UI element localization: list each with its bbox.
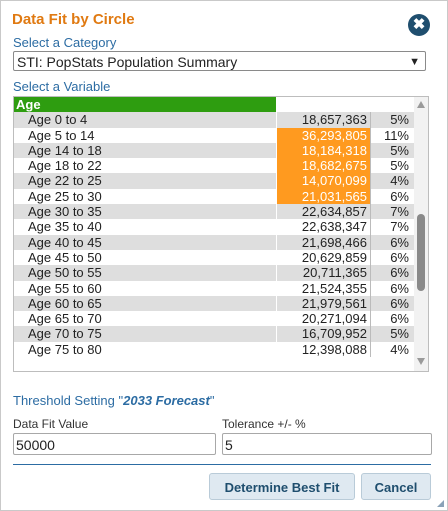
row-value: 21,979,561 — [276, 295, 370, 312]
row-value: 18,657,363 — [276, 112, 370, 128]
row-percent: 5% — [370, 326, 414, 342]
threshold-suffix: " — [209, 393, 215, 408]
category-label: Select a Category — [13, 35, 117, 50]
table-row[interactable]: Age 75 to 80 12,398,088 4% — [14, 341, 414, 358]
row-value: 22,638,347 — [276, 219, 370, 235]
table-row[interactable]: Age 65 to 70 20,271,094 6% — [14, 311, 414, 327]
variable-grid: Age Age 0 to 4 18,657,363 5% Age 5 to 14 36,… — [14, 97, 414, 358]
resize-handle-icon[interactable] — [437, 500, 444, 507]
row-percent: 5% — [370, 112, 414, 128]
divider — [13, 464, 431, 465]
group-header-row[interactable]: Age — [14, 97, 414, 112]
scroll-up-icon[interactable] — [417, 101, 425, 108]
row-label: Age 35 to 40 — [28, 219, 102, 235]
row-label: Age 45 to 50 — [28, 249, 102, 265]
table-row[interactable]: Age 25 to 30 21,031,565 6% — [14, 188, 414, 205]
table-row[interactable]: Age 18 to 22 18,682,675 5% — [14, 158, 414, 174]
row-label: Age 14 to 18 — [28, 142, 102, 158]
row-value: 18,184,318 — [276, 142, 370, 159]
row-value: 21,698,466 — [276, 234, 370, 250]
row-value: 12,398,088 — [276, 341, 370, 358]
row-label: Age 55 to 60 — [28, 280, 102, 296]
chevron-down-icon: ▼ — [409, 56, 420, 68]
table-row[interactable]: Age 30 to 35 22,634,857 7% — [14, 204, 414, 220]
row-label: Age 75 to 80 — [28, 341, 102, 357]
cancel-button[interactable]: Cancel — [361, 473, 431, 500]
table-row[interactable]: Age 45 to 50 20,629,859 6% — [14, 249, 414, 266]
table-row[interactable]: Age 60 to 65 21,979,561 6% — [14, 295, 414, 312]
row-value: 21,031,565 — [276, 188, 370, 205]
row-value: 20,271,094 — [276, 311, 370, 327]
table-row[interactable]: Age 50 to 55 20,711,365 6% — [14, 265, 414, 281]
table-row[interactable]: Age 35 to 40 22,638,347 7% — [14, 219, 414, 235]
row-percent: 4% — [370, 341, 414, 358]
table-row[interactable]: Age 22 to 25 14,070,099 4% — [14, 173, 414, 189]
scroll-thumb[interactable] — [417, 214, 425, 291]
category-select[interactable]: STI: PopStats Population Summary ▼ — [13, 51, 426, 71]
table-row[interactable]: Age 5 to 14 36,293,805 11% — [14, 127, 414, 143]
row-label: Age 5 to 14 — [28, 127, 95, 143]
row-percent: 6% — [370, 311, 414, 327]
row-value: 22,634,857 — [276, 204, 370, 220]
table-row[interactable]: Age 40 to 45 21,698,466 6% — [14, 234, 414, 250]
row-percent: 6% — [370, 295, 414, 312]
row-value: 36,293,805 — [276, 127, 370, 143]
dialog-title: Data Fit by Circle — [12, 11, 135, 28]
row-label: Age 70 to 75 — [28, 326, 102, 342]
variable-table: Age Age 0 to 4 18,657,363 5% Age 5 to 14 36,… — [13, 96, 429, 372]
threshold-name: 2033 Forecast — [123, 393, 210, 408]
table-scrollbar[interactable] — [414, 97, 428, 371]
group-header: Age — [14, 97, 276, 112]
row-value: 20,711,365 — [276, 265, 370, 281]
data-fit-input[interactable]: 50000 — [13, 433, 216, 455]
row-percent: 6% — [370, 188, 414, 205]
row-value: 21,524,355 — [276, 280, 370, 296]
category-selected-value: STI: PopStats Population Summary — [17, 54, 238, 70]
row-label: Age 18 to 22 — [28, 158, 102, 174]
row-percent: 5% — [370, 158, 414, 174]
row-label: Age 22 to 25 — [28, 173, 102, 189]
group-header-spacer — [276, 97, 414, 112]
row-percent: 5% — [370, 142, 414, 159]
row-label: Age 0 to 4 — [28, 112, 88, 128]
data-fit-label: Data Fit Value — [13, 417, 89, 431]
row-percent: 6% — [370, 265, 414, 281]
scroll-down-icon[interactable] — [417, 358, 425, 365]
row-percent: 11% — [370, 127, 414, 143]
row-label: Age 65 to 70 — [28, 311, 102, 327]
row-label: Age 25 to 30 — [28, 188, 102, 204]
row-value: 16,709,952 — [276, 326, 370, 342]
threshold-setting: Threshold Setting "2033 Forecast" — [13, 393, 214, 408]
row-percent: 7% — [370, 219, 414, 235]
row-percent: 6% — [370, 234, 414, 250]
close-icon[interactable]: ✖ — [408, 14, 430, 36]
row-value: 20,629,859 — [276, 249, 370, 266]
row-percent: 7% — [370, 204, 414, 220]
threshold-prefix: Threshold Setting " — [13, 393, 124, 408]
determine-best-fit-button[interactable]: Determine Best Fit — [209, 473, 355, 500]
table-row[interactable]: Age 14 to 18 18,184,318 5% — [14, 142, 414, 159]
row-label: Age 40 to 45 — [28, 234, 102, 250]
row-label: Age 50 to 55 — [28, 265, 102, 281]
variable-label: Select a Variable — [13, 79, 111, 94]
tolerance-input[interactable]: 5 — [222, 433, 432, 455]
row-percent: 4% — [370, 173, 414, 189]
row-percent: 6% — [370, 280, 414, 296]
row-value: 18,682,675 — [276, 158, 370, 174]
table-row[interactable]: Age 0 to 4 18,657,363 5% — [14, 112, 414, 128]
row-value: 14,070,099 — [276, 173, 370, 189]
table-row[interactable]: Age 70 to 75 16,709,952 5% — [14, 326, 414, 342]
table-row[interactable]: Age 55 to 60 21,524,355 6% — [14, 280, 414, 296]
tolerance-label: Tolerance +/- % — [222, 417, 306, 431]
row-label: Age 60 to 65 — [28, 295, 102, 311]
row-label: Age 30 to 35 — [28, 204, 102, 220]
row-percent: 6% — [370, 249, 414, 266]
